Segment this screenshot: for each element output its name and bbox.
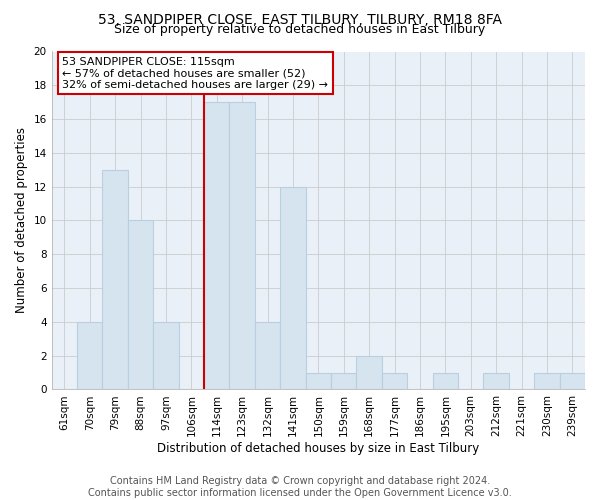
Bar — [229, 102, 255, 390]
Text: Contains HM Land Registry data © Crown copyright and database right 2024.
Contai: Contains HM Land Registry data © Crown c… — [88, 476, 512, 498]
Bar — [356, 356, 382, 390]
X-axis label: Distribution of detached houses by size in East Tilbury: Distribution of detached houses by size … — [157, 442, 479, 455]
Bar — [331, 372, 356, 390]
Bar — [560, 372, 585, 390]
Bar — [255, 322, 280, 390]
Bar — [77, 322, 103, 390]
Text: 53, SANDPIPER CLOSE, EAST TILBURY, TILBURY, RM18 8FA: 53, SANDPIPER CLOSE, EAST TILBURY, TILBU… — [98, 12, 502, 26]
Text: Size of property relative to detached houses in East Tilbury: Size of property relative to detached ho… — [115, 22, 485, 36]
Bar — [204, 102, 229, 390]
Bar — [305, 372, 331, 390]
Bar — [280, 186, 305, 390]
Bar — [433, 372, 458, 390]
Bar — [382, 372, 407, 390]
Text: 53 SANDPIPER CLOSE: 115sqm
← 57% of detached houses are smaller (52)
32% of semi: 53 SANDPIPER CLOSE: 115sqm ← 57% of deta… — [62, 56, 328, 90]
Bar — [484, 372, 509, 390]
Bar — [153, 322, 179, 390]
Y-axis label: Number of detached properties: Number of detached properties — [15, 128, 28, 314]
Bar — [128, 220, 153, 390]
Bar — [534, 372, 560, 390]
Bar — [103, 170, 128, 390]
